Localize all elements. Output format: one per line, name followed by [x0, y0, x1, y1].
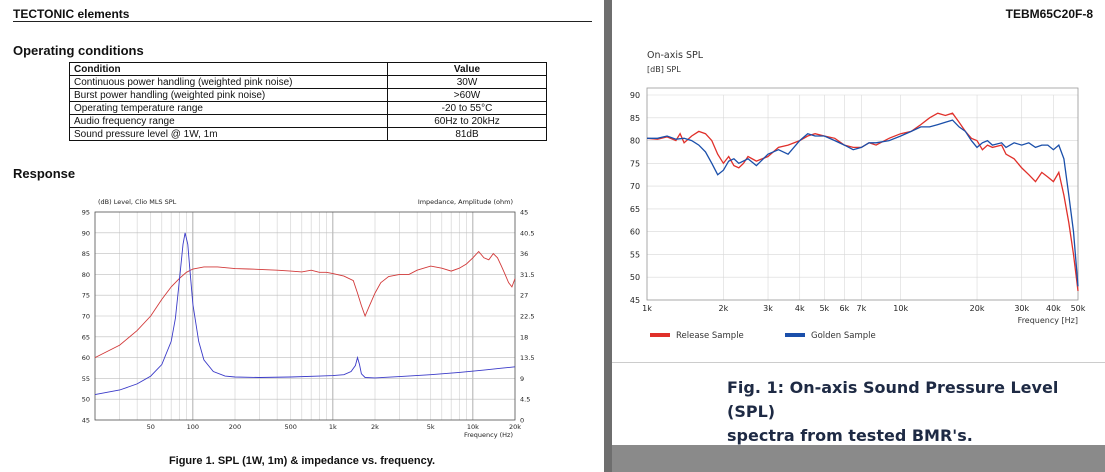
- chart1-x-tick-label: 100: [187, 423, 199, 431]
- chart2-y-tick-label: 55: [630, 250, 640, 259]
- chart1-y2-tick-label: 22.5: [520, 313, 534, 321]
- response-title: Response: [13, 166, 76, 181]
- chart2-x-tick-label: 3k: [763, 304, 773, 313]
- chart2-x-tick-label: 20k: [970, 304, 985, 313]
- chart1-x-tick-label: 2k: [371, 423, 379, 431]
- chart1-y2-tick-label: 9: [520, 375, 524, 383]
- chart1-y-tick-label: 45: [82, 417, 90, 425]
- table-row: Sound pressure level @ 1W, 1m 81dB: [69, 127, 547, 141]
- figure2-caption: Fig. 1: On-axis Sound Pressure Level (SP…: [727, 376, 1097, 448]
- page-gap: [604, 0, 612, 472]
- chart1-spl-line: [94, 250, 516, 359]
- chart2-x-tick-label: 6k: [840, 304, 850, 313]
- chart2-y-tick-label: 50: [630, 273, 640, 282]
- chart1-y-tick-label: 65: [82, 333, 90, 341]
- chart2-x-tick-label: 5k: [819, 304, 829, 313]
- chart1-impedance-line: [94, 232, 516, 396]
- chart1-y-tick-label: 85: [82, 250, 90, 258]
- chart2-x-tick-label: 7k: [857, 304, 867, 313]
- chart2-y-tick-label: 60: [630, 228, 640, 237]
- table-row: Audio frequency range 60Hz to 20kHz: [69, 114, 547, 128]
- chart2-x-tick-label: 30k: [1014, 304, 1029, 313]
- chart1-y-tick-label: 55: [82, 375, 90, 383]
- chart2-y-axis-label: [dB] SPL: [647, 65, 681, 74]
- chart1-x-tick-label: 500: [285, 423, 297, 431]
- chart1-y-tick-label: 50: [82, 396, 90, 404]
- chart1-y-tick-label: 90: [82, 229, 90, 237]
- chart2-y-tick-label: 75: [630, 159, 640, 168]
- table-cell: 81dB: [387, 127, 547, 141]
- chart2-y-tick-label: 65: [630, 205, 640, 214]
- chart2-golden-line: [647, 119, 1079, 287]
- chart1-y2-tick-label: 27: [520, 292, 528, 300]
- figure1-caption: Figure 1. SPL (1W, 1m) & impedance vs. f…: [168, 455, 436, 467]
- chart2-legend-label: Golden Sample: [811, 331, 876, 341]
- operating-table: Condition Value Continuous power handlin…: [69, 62, 547, 141]
- page-bottom-gutter: [612, 445, 1105, 472]
- chart1-y2-tick-label: 36: [520, 250, 528, 258]
- chart2-y-tick-label: 85: [630, 114, 640, 123]
- chart1-y-tick-label: 95: [82, 209, 90, 217]
- chart1-x-tick-label: 200: [229, 423, 241, 431]
- chart2-release-line: [646, 112, 1079, 291]
- chart1-plot-frame: [94, 211, 516, 421]
- chart1-y2-tick-label: 31.5: [520, 271, 534, 279]
- chart1-y-axis-label: (dB) Level, Clio MLS SPL: [98, 198, 177, 206]
- chart1-x-tick-label: 1k: [329, 423, 337, 431]
- header-rule: [13, 21, 592, 22]
- brand-name: TECTONIC elements: [13, 7, 130, 21]
- figure-separator: [612, 362, 1105, 363]
- chart1-y2-tick-label: 4.5: [520, 396, 530, 404]
- chart2-title: On-axis SPL: [647, 50, 704, 61]
- table-cell: Sound pressure level @ 1W, 1m: [69, 127, 388, 141]
- chart2-x-tick-label: 10k: [893, 304, 908, 313]
- chart2-x-tick-label: 1k: [642, 304, 652, 313]
- chart2-x-axis-label: Frequency [Hz]: [1018, 316, 1078, 325]
- chart1-x-tick-label: 10k: [467, 423, 479, 431]
- chart1-y-tick-label: 75: [82, 292, 90, 300]
- chart1-x-tick-label: 5k: [427, 423, 435, 431]
- chart2-y-tick-label: 70: [630, 182, 640, 191]
- chart1-x-axis-label: Frequency (Hz): [464, 431, 513, 439]
- chart1-x-tick-label: 50: [147, 423, 155, 431]
- model-number: TEBM65C20F-8: [1005, 7, 1093, 21]
- chart1-y2-tick-label: 0: [520, 417, 524, 425]
- chart2-legend-label: Release Sample: [676, 331, 744, 341]
- chart1-y-tick-label: 70: [82, 313, 90, 321]
- chart2-x-tick-label: 40k: [1046, 304, 1061, 313]
- chart2-x-tick-label: 2k: [718, 304, 728, 313]
- chart2-y-tick-label: 80: [630, 137, 640, 146]
- chart1-y2-axis-label: Impedance, Amplitude (ohm): [418, 198, 513, 206]
- chart2-x-tick-label: 50k: [1071, 304, 1086, 313]
- operating-title: Operating conditions: [13, 43, 144, 58]
- chart2-y-tick-label: 45: [630, 296, 640, 305]
- figure2-caption-line: Fig. 1: On-axis Sound Pressure Level (SP…: [727, 378, 1059, 421]
- chart1-y-tick-label: 80: [82, 271, 90, 279]
- chart1-y2-tick-label: 40.5: [520, 229, 534, 237]
- chart1-y2-tick-label: 18: [520, 333, 528, 341]
- chart1-y2-tick-label: 45: [520, 209, 528, 217]
- chart2-y-tick-label: 90: [630, 91, 640, 100]
- chart1-y2-tick-label: 13.5: [520, 354, 534, 362]
- table-header-row: Condition Value: [69, 62, 547, 76]
- chart1-x-tick-label: 20k: [509, 423, 521, 431]
- chart1-y-tick-label: 60: [82, 354, 90, 362]
- chart2-x-tick-label: 4k: [795, 304, 805, 313]
- figure2-caption-line: spectra from tested BMR's.: [727, 426, 973, 445]
- chart2-plot-frame: [646, 87, 1079, 301]
- table-row: Continuous power handling (weighted pink…: [69, 75, 547, 89]
- paper-page: [612, 0, 1105, 472]
